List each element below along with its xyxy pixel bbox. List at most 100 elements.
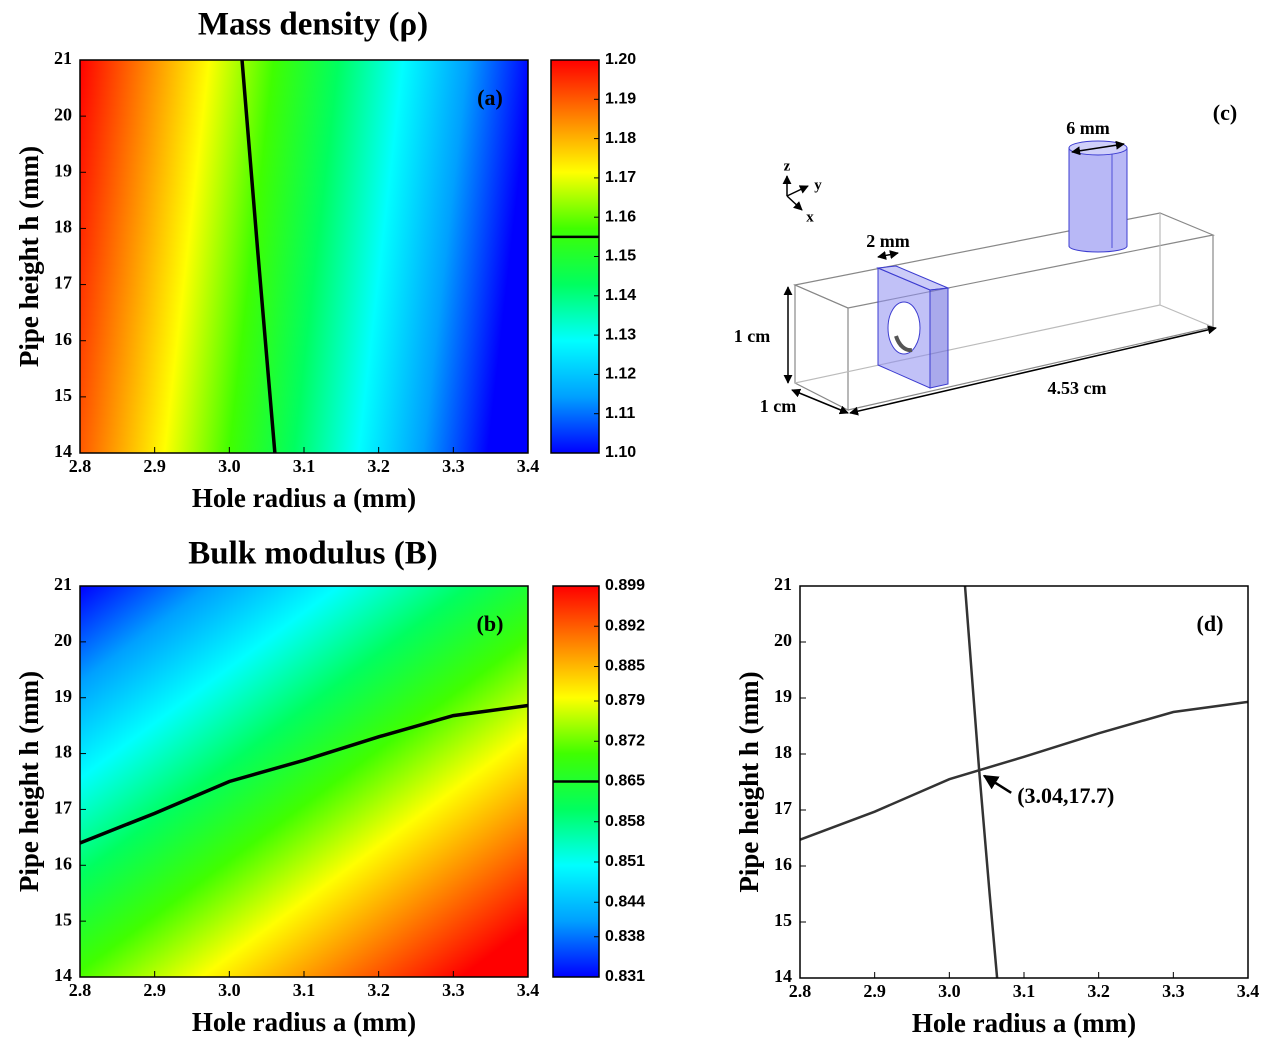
colorbar-tick-label: 0.885 [605, 658, 645, 675]
y-tick-label: 15 [54, 385, 72, 405]
dim-arrow [792, 390, 848, 413]
y-tick-label: 21 [54, 48, 72, 68]
x-tick-label: 2.8 [69, 456, 92, 476]
contour-line [800, 702, 1248, 840]
y-tick-label: 15 [54, 909, 72, 929]
x-tick-label: 3.1 [1013, 981, 1036, 1001]
colorbar-tick-label: 1.16 [605, 208, 636, 225]
x-axis-label: Hole radius a (mm) [912, 1008, 1136, 1038]
x-tick-label: 3.1 [293, 980, 316, 1000]
x-tick-label: 3.2 [1087, 981, 1110, 1001]
axis-label: x [806, 209, 814, 225]
x-tick-label: 3.0 [218, 980, 241, 1000]
x-tick-label: 3.2 [367, 980, 390, 1000]
colorbar-tick-label: 0.858 [605, 813, 645, 830]
dim-label: 1 cm [760, 396, 796, 416]
x-tick-label: 3.2 [367, 456, 390, 476]
chart-title: Mass density (ρ) [198, 7, 428, 43]
x-tick-label: 3.3 [1162, 981, 1185, 1001]
x-tick-label: 2.8 [69, 980, 92, 1000]
y-tick-label: 20 [54, 104, 72, 124]
y-tick-label: 21 [54, 574, 72, 594]
annotation: (3.04,17.7) [1017, 783, 1114, 808]
colorbar-tick-label: 1.17 [605, 169, 636, 186]
dim-label: 1 cm [734, 326, 770, 346]
colorbar-tick-label: 0.865 [605, 773, 645, 790]
x-tick-label: 3.3 [442, 456, 465, 476]
colorbar-tick-label: 0.899 [605, 577, 645, 594]
x-tick-label: 3.0 [218, 456, 241, 476]
x-axis-label: Hole radius a (mm) [192, 1007, 416, 1037]
y-tick-label: 15 [774, 910, 792, 930]
y-tick-label: 16 [54, 853, 72, 873]
box-edge [1160, 305, 1213, 327]
box-left [795, 285, 848, 410]
dim-label: 2 mm [866, 231, 910, 251]
x-tick-label: 2.9 [863, 981, 886, 1001]
axis-label: y [814, 177, 822, 193]
panel-label: (c) [1213, 100, 1237, 125]
colorbar-tick-label: 1.14 [605, 287, 636, 304]
x-axis-label: Hole radius a (mm) [192, 483, 416, 513]
colorbar-tick-label: 0.879 [605, 692, 645, 709]
colorbar-tick-label: 0.838 [605, 928, 645, 945]
colorbar [551, 60, 599, 453]
y-tick-label: 14 [54, 441, 72, 461]
x-tick-label: 3.4 [517, 980, 540, 1000]
x-tick-label: 3.0 [938, 981, 961, 1001]
y-tick-label: 21 [774, 574, 792, 594]
y-axis-label: Pipe height h (mm) [734, 671, 764, 892]
colorbar-tick-label: 1.10 [605, 444, 636, 461]
y-tick-label: 18 [774, 742, 792, 762]
y-tick-label: 19 [54, 686, 72, 706]
y-tick-label: 17 [774, 798, 792, 818]
colorbar-tick-label: 0.844 [605, 893, 645, 910]
colorbar-tick-label: 1.18 [605, 130, 636, 147]
dim-arrow [878, 253, 898, 257]
colorbar-tick-label: 0.831 [605, 968, 645, 985]
heatmap [80, 60, 528, 453]
dim-label: 6 mm [1066, 118, 1110, 138]
panel-label: (b) [477, 611, 504, 636]
panel-label: (d) [1197, 611, 1224, 636]
dim-label: 4.53 cm [1048, 378, 1107, 398]
axis-arrow [787, 196, 802, 210]
colorbar-tick-label: 1.15 [605, 248, 636, 265]
panel-label: (a) [477, 85, 503, 110]
colorbar-tick-label: 0.872 [605, 732, 645, 749]
colorbar-tick-label: 1.20 [605, 51, 636, 68]
x-tick-label: 3.4 [1237, 981, 1260, 1001]
heatmap [80, 586, 528, 977]
x-tick-label: 2.9 [143, 456, 166, 476]
colorbar-tick-label: 1.13 [605, 326, 636, 343]
y-tick-label: 14 [54, 965, 72, 985]
slab-front [930, 288, 948, 388]
y-tick-label: 19 [774, 686, 792, 706]
x-tick-label: 3.1 [293, 456, 316, 476]
axis-arrow [787, 186, 808, 196]
colorbar-tick-label: 0.892 [605, 617, 645, 634]
y-tick-label: 18 [54, 742, 72, 762]
figure: (c) 6 mm 2 mm 1 cm 1 cm 4.53 cm z y x 1.… [0, 0, 1271, 1044]
box-top [795, 213, 1213, 308]
y-tick-label: 16 [54, 329, 72, 349]
x-tick-label: 3.4 [517, 456, 540, 476]
y-tick-label: 17 [54, 798, 72, 818]
y-axis-label: Pipe height h (mm) [14, 671, 44, 892]
x-tick-label: 2.8 [789, 981, 812, 1001]
y-axis-label: Pipe height h (mm) [14, 146, 44, 367]
axis-label: z [784, 158, 791, 174]
diagram-c: (c) 6 mm 2 mm 1 cm 1 cm 4.53 cm z y x [734, 100, 1237, 416]
x-tick-label: 2.9 [143, 980, 166, 1000]
colorbar-tick-label: 1.11 [605, 405, 635, 422]
y-tick-label: 17 [54, 273, 72, 293]
y-tick-label: 20 [54, 630, 72, 650]
y-tick-label: 14 [774, 966, 792, 986]
annotation-arrow [984, 776, 1011, 793]
cylinder-body [1069, 148, 1127, 246]
y-tick-label: 18 [54, 217, 72, 237]
y-tick-label: 20 [774, 630, 792, 650]
y-tick-label: 16 [774, 854, 792, 874]
y-tick-label: 19 [54, 160, 72, 180]
chart-title: Bulk modulus (B) [188, 536, 437, 572]
